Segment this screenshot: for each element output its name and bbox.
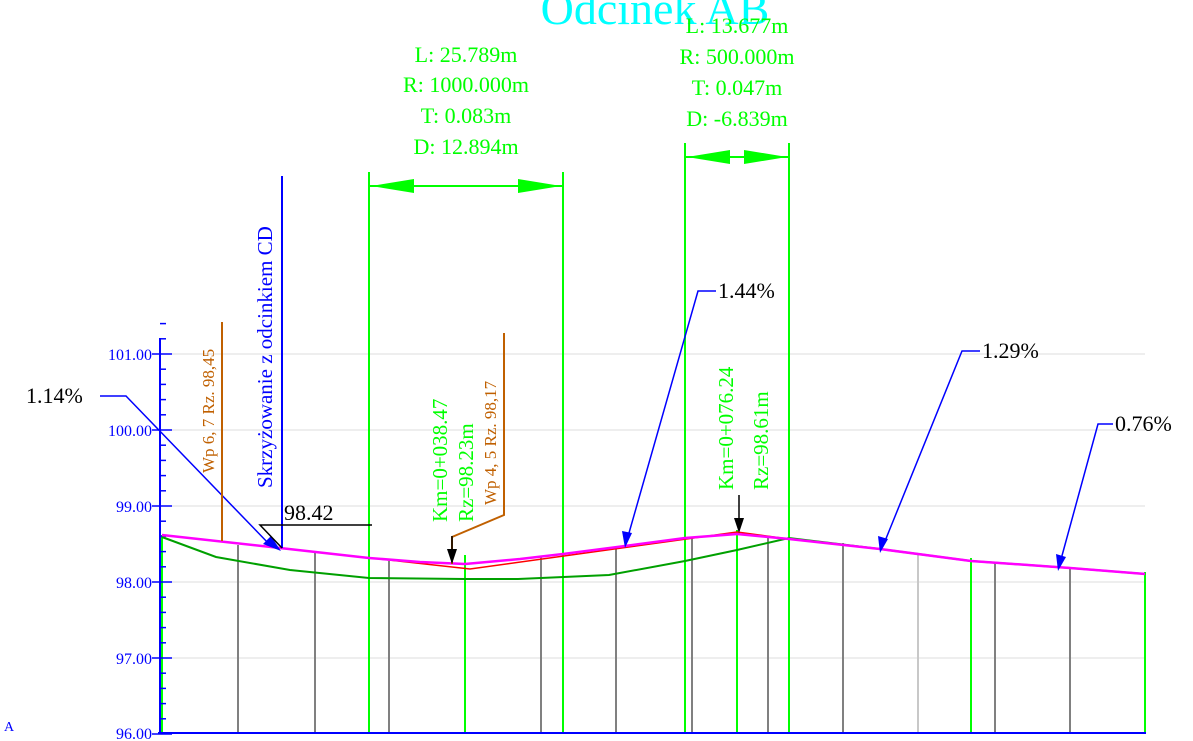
grid xyxy=(160,353,1145,659)
corner-label: A xyxy=(4,720,15,735)
intersection-marker: Skrzyżowanie z odcinkiem CD 98.42 xyxy=(253,176,372,549)
curve1-d: D: 12.894m xyxy=(413,134,518,159)
grade-leader xyxy=(1059,423,1113,564)
intersection-elevation: 98.42 xyxy=(284,500,334,525)
arrow-icon xyxy=(1056,554,1066,571)
arrow-right-icon xyxy=(518,179,561,193)
low-point: Km=0+038.47 Rz=98.23m xyxy=(428,399,478,564)
curve2-dimension: L: 13.677m R: 500.000m T: 0.047m D: -6.8… xyxy=(680,13,795,164)
curve1-radius: R: 1000.000m xyxy=(403,72,529,97)
drawing-title: Odcinek AB xyxy=(541,0,770,34)
grade-label: 1.14% xyxy=(26,383,83,408)
arrow-icon xyxy=(878,536,888,553)
grade-label: 0.76% xyxy=(1115,411,1172,436)
high-point-rz: Rz=98.61m xyxy=(749,391,773,490)
well-label: Wp 4, 5 Rz. 98,17 xyxy=(481,380,500,505)
grade-arrowheads xyxy=(263,531,1066,571)
intersection-label: Skrzyżowanie z odcinkiem CD xyxy=(253,226,277,488)
high-point-km: Km=0+076.24 xyxy=(714,366,738,490)
high-point: Km=0+076.24 Rz=98.61m xyxy=(714,366,773,533)
axis-ticks xyxy=(152,322,172,735)
station-lines-grey xyxy=(237,537,1071,733)
low-point-km: Km=0+038.47 xyxy=(428,399,452,522)
curve2-tangent: T: 0.047m xyxy=(692,75,783,100)
elevation-leader xyxy=(258,524,372,549)
curve2-length: L: 13.677m xyxy=(686,13,789,38)
grade-leader xyxy=(100,395,271,546)
curve1-tangent: T: 0.083m xyxy=(421,103,512,128)
curve2-d: D: -6.839m xyxy=(686,106,787,131)
grade-leaders xyxy=(100,290,1113,564)
curve2-radius: R: 500.000m xyxy=(680,44,795,69)
axis-label: 96.00 xyxy=(116,726,152,741)
low-point-rz: Rz=98.23m xyxy=(454,423,478,522)
curve1-length: L: 25.789m xyxy=(415,42,518,67)
arrow-left-icon xyxy=(687,150,730,164)
arrow-icon xyxy=(263,536,281,551)
curve1-dimension: L: 25.789m R: 1000.000m T: 0.083m D: 12.… xyxy=(369,42,563,193)
grade-label: 1.29% xyxy=(982,338,1039,363)
axis-label: 99.00 xyxy=(116,499,152,516)
curve-limit-lines xyxy=(161,143,1146,733)
axis-label: 101.00 xyxy=(108,347,152,364)
axis-label: 97.00 xyxy=(116,651,152,668)
grade-leader xyxy=(882,350,980,547)
well-label: Wp 6, 7 Rz. 98,45 xyxy=(199,349,218,473)
elevation-axis: 101.00 100.00 99.00 98.00 97.00 96.00 xyxy=(108,322,172,741)
well-1: Wp 6, 7 Rz. 98,45 xyxy=(199,322,223,541)
grade-leader xyxy=(626,290,716,541)
arrow-left-icon xyxy=(371,179,414,193)
axis-label: 100.00 xyxy=(108,423,152,440)
arrow-down-icon xyxy=(734,518,744,533)
grade-label: 1.44% xyxy=(718,278,775,303)
arrow-icon xyxy=(622,531,632,548)
arrow-down-icon xyxy=(447,549,457,564)
axis-label: 98.00 xyxy=(116,575,152,592)
design-grade-line xyxy=(161,532,1146,576)
arrow-right-icon xyxy=(744,150,787,164)
